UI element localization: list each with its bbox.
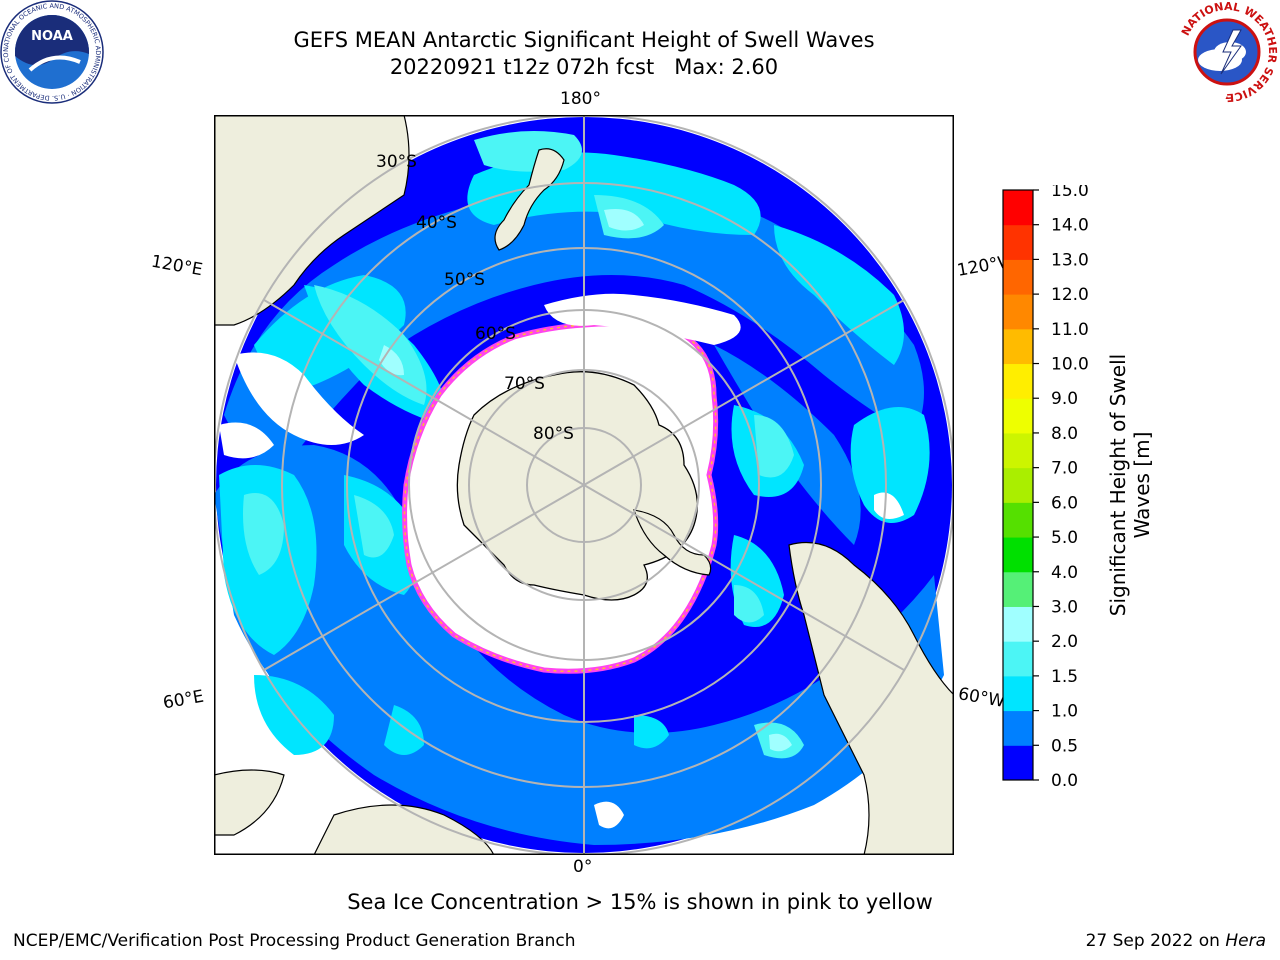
lon-label-180: 180°	[560, 89, 601, 109]
colorbar-swatches	[1003, 190, 1033, 781]
lat-label-50s: 50°S	[444, 270, 485, 290]
colorbar-label: Significant Height of Swell Waves [m]	[1106, 353, 1154, 617]
map-frame	[214, 115, 954, 855]
antarctica-landmass	[456, 371, 698, 601]
colorbar-swatch	[1003, 190, 1033, 226]
colorbar: 0.0 0.5 1.0 1.5 2.0 3.0 4.0 5.0 6.0 7.0 8.0 9.0 10.0…	[1002, 185, 1089, 787]
sea-ice-edge-high-concentration	[403, 323, 717, 672]
lat-label-80s: 80°S	[533, 424, 574, 444]
lon-label-60e: 60°E	[161, 686, 206, 714]
colorbar-swatch	[1003, 398, 1033, 434]
colorbar-tick-label: 14.0	[1051, 216, 1089, 236]
colorbar-tick-label: 7.0	[1051, 459, 1078, 479]
footer-date: 27 Sep 2022 on	[1085, 931, 1226, 951]
colorbar-tick-label: 0.5	[1051, 736, 1078, 756]
colorbar-tick-label: 2.0	[1051, 632, 1078, 652]
madagascar-landmass	[214, 769, 285, 836]
colorbar-swatch	[1003, 294, 1033, 330]
antarctic-peninsula	[633, 509, 712, 576]
colorbar-tick-label: 9.0	[1051, 389, 1078, 409]
colorbar-swatch	[1003, 606, 1033, 642]
colorbar-frame	[1002, 189, 1034, 781]
lon-label-0: 0°	[573, 857, 593, 877]
footer-right: 27 Sep 2022 on Hera	[1086, 931, 1266, 951]
australia-landmass	[214, 115, 410, 326]
colorbar-swatch	[1003, 259, 1033, 295]
colorbar-swatch	[1003, 571, 1033, 607]
colorbar-swatch	[1003, 675, 1033, 712]
noaa-logo: NATIONAL OCEANIC AND ATMOSPHERIC ADMINIS…	[0, 0, 104, 104]
colorbar-swatch	[1003, 363, 1033, 399]
colorbar-tick-label: 4.0	[1051, 563, 1078, 583]
colorbar-tick-label: 10.0	[1051, 355, 1089, 375]
colorbar-swatch	[1003, 710, 1033, 746]
colorbar-swatch	[1003, 745, 1033, 781]
lon-label-60w: 60°W	[956, 684, 1007, 712]
colorbar-tick-label: 15.0	[1051, 185, 1089, 201]
colorbar-tick-label: 3.0	[1051, 597, 1078, 617]
colorbar-tick-label: 11.0	[1051, 320, 1089, 340]
colorbar-tick-label: 13.0	[1051, 250, 1089, 270]
lon-label-120e: 120°E	[149, 251, 205, 281]
colorbar-ticks: 0.0 0.5 1.0 1.5 2.0 3.0 4.0 5.0 6.0 7.0 8.0 9.0 10.0…	[1033, 185, 1089, 787]
colorbar-swatch	[1003, 328, 1033, 365]
lat-label-30s: 30°S	[376, 152, 417, 172]
colorbar-swatch	[1003, 537, 1033, 573]
chart-title: GEFS MEAN Antarctic Significant Height o…	[293, 28, 875, 52]
colorbar-tick-label: 1.0	[1051, 702, 1078, 722]
colorbar-tick-label: 6.0	[1051, 493, 1078, 513]
colorbar-swatch	[1003, 467, 1033, 503]
south-america-landmass	[788, 541, 954, 855]
colorbar-tick-label: 0.0	[1051, 771, 1078, 787]
graticule	[214, 115, 954, 855]
lat-label-60s: 60°S	[475, 324, 516, 344]
colorbar-swatch	[1003, 224, 1033, 260]
colorbar-tick-label: 12.0	[1051, 285, 1089, 305]
ice-patches	[219, 293, 904, 829]
africa-landmass	[313, 804, 495, 855]
colorbar-swatch	[1003, 502, 1033, 538]
lat-label-70s: 70°S	[504, 374, 545, 394]
colorbar-swatch	[1003, 432, 1033, 469]
footer-host: Hera	[1225, 931, 1266, 951]
colorbar-tick-label: 8.0	[1051, 424, 1078, 444]
national-weather-service-logo: NATIONAL WEATHER SERVICE	[1176, 0, 1279, 104]
colorbar-swatch	[1003, 641, 1033, 677]
chart-subtitle: 20220921 t12z 072h fcst Max: 2.60	[389, 55, 779, 79]
antarctic-swell-map	[214, 115, 954, 855]
noaa-logo-text: NOAA	[31, 29, 73, 44]
swell-band-2-0-3-0	[379, 209, 792, 752]
colorbar-tick-label: 5.0	[1051, 528, 1078, 548]
lat-label-40s: 40°S	[416, 213, 457, 233]
sea-ice-caption: Sea Ice Concentration > 15% is shown in …	[347, 890, 933, 914]
footer-left: NCEP/EMC/Verification Post Processing Pr…	[13, 931, 576, 951]
colorbar-tick-label: 1.5	[1051, 667, 1078, 687]
